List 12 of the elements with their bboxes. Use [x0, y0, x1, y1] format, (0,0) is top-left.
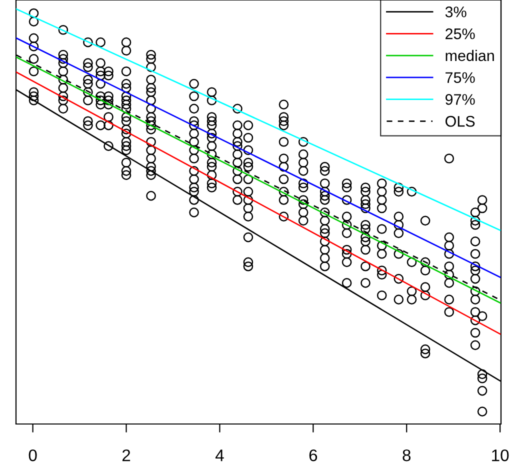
x-tick-label: 8 [402, 449, 411, 462]
legend-label: 25% [446, 28, 475, 40]
legend-label: 97% [446, 94, 475, 105]
x-tick-label: 6 [309, 449, 318, 462]
legend-label: median [446, 50, 494, 62]
x-tick-label: 0 [28, 449, 37, 462]
legend-label: OLS [446, 116, 475, 127]
x-tick-label: 2 [122, 449, 130, 462]
legend-label: 75% [446, 72, 475, 83]
legend-label: 3% [445, 6, 466, 18]
x-tick-label: 10 [492, 449, 509, 462]
x-tick-label: 4 [215, 450, 224, 462]
